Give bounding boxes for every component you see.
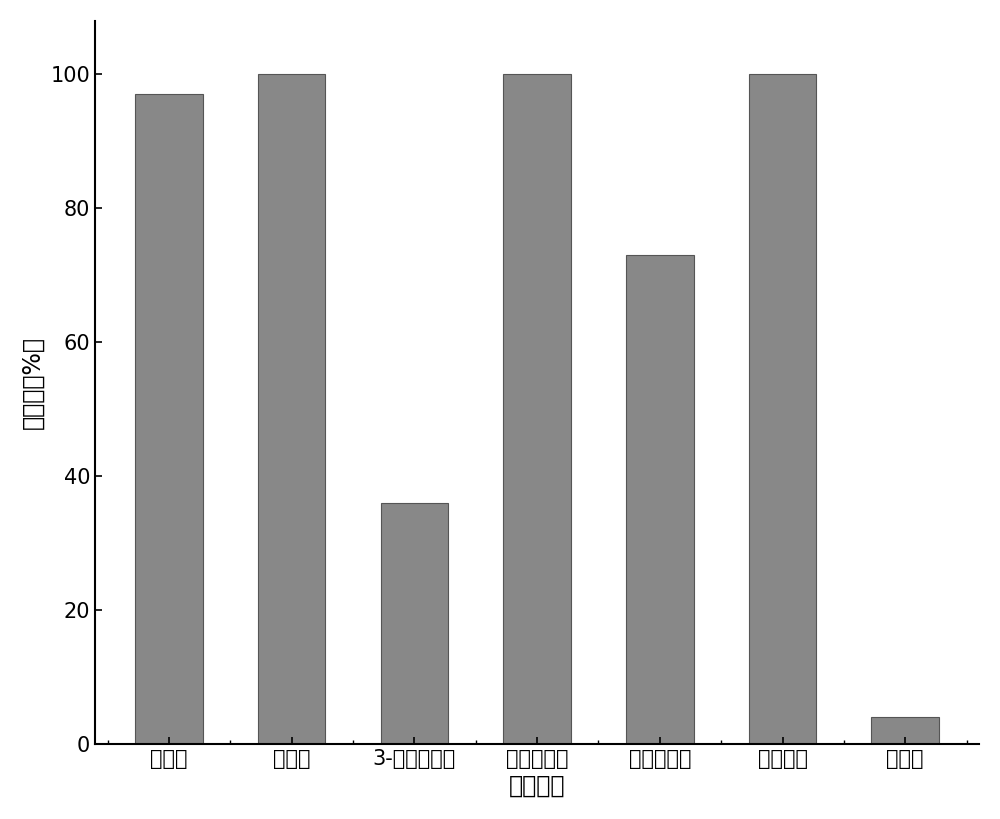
Bar <box>749 75 816 744</box>
Bar <box>381 503 448 744</box>
X-axis label: 农药名称: 农药名称 <box>509 774 565 799</box>
Bar <box>871 717 939 744</box>
Bar <box>135 94 203 744</box>
Bar <box>258 75 325 744</box>
Bar <box>503 75 571 744</box>
Bar <box>626 255 694 744</box>
Y-axis label: 降解率（%）: 降解率（%） <box>21 336 45 429</box>
